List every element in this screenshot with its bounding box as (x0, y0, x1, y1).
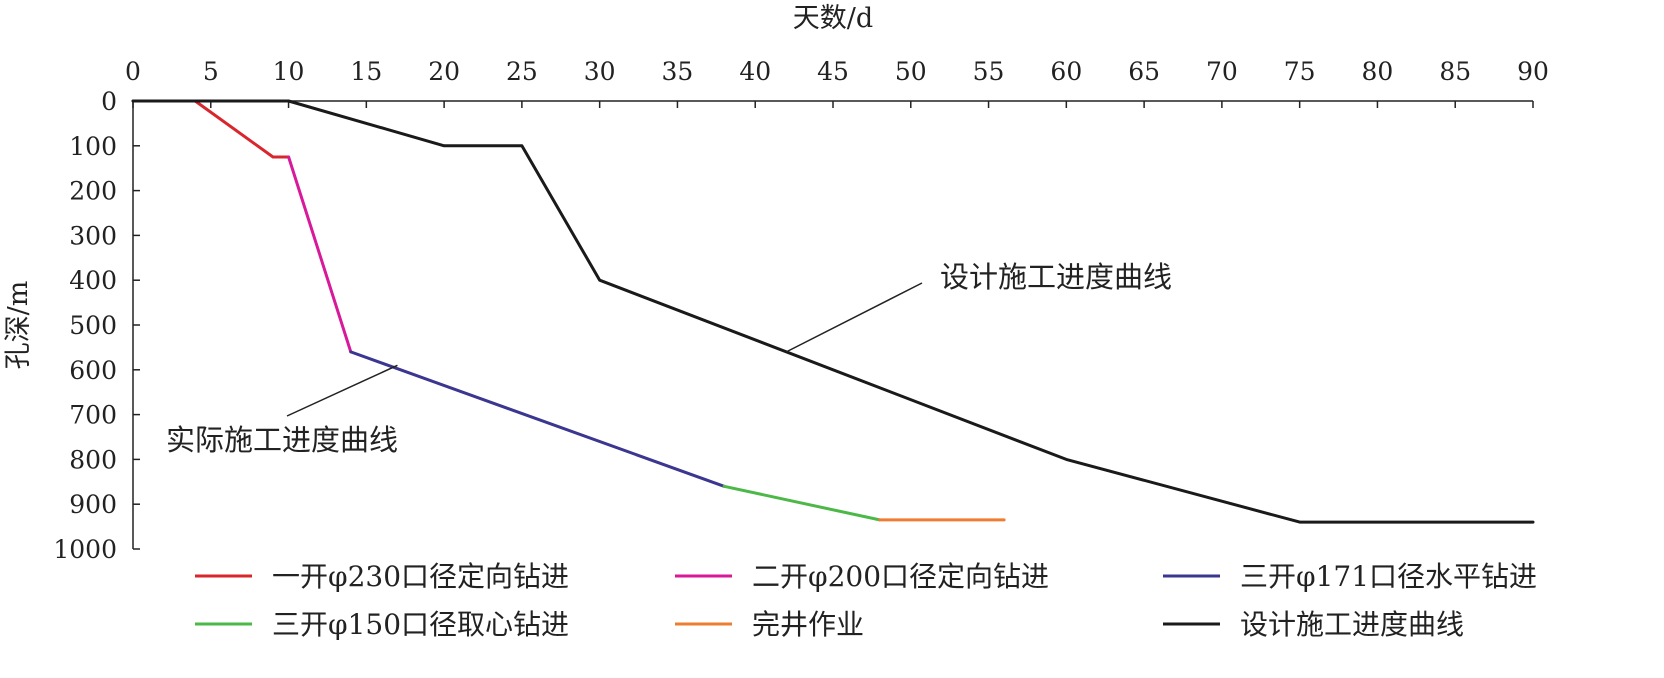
legend-label-6: 设计施工进度曲线 (1240, 608, 1464, 641)
y-tick-label: 100 (69, 132, 117, 161)
y-tick-label: 900 (69, 490, 117, 519)
y-tick-label: 500 (69, 311, 117, 340)
y-tick-label: 800 (69, 445, 117, 474)
x-tick-label: 20 (428, 57, 460, 86)
legend-label-4: 三开φ150口径取心钻进 (272, 608, 569, 641)
series-line-1 (131, 99, 291, 159)
y-tick-label: 0 (101, 87, 117, 116)
x-tick-label: 35 (662, 57, 694, 86)
series-line-4 (722, 484, 882, 522)
x-tick-label: 15 (350, 57, 382, 86)
y-tick-label: 600 (69, 356, 117, 385)
x-tick-label: 30 (584, 57, 616, 86)
x-tick-label: 50 (895, 57, 927, 86)
x-tick-label: 90 (1517, 57, 1549, 86)
annotation-label-1: 设计施工进度曲线 (940, 260, 1172, 294)
legend-label-5: 完井作业 (752, 608, 864, 641)
legend-label-2: 二开φ200口径定向钻进 (752, 560, 1049, 593)
y-tick-label: 200 (69, 177, 117, 206)
y-tick-label: 1000 (53, 535, 117, 564)
annotation-leader-2 (286, 364, 398, 417)
x-tick-label: 40 (739, 57, 771, 86)
x-tick-label: 60 (1050, 57, 1082, 86)
y-tick-label: 700 (69, 401, 117, 430)
series-line-3 (349, 350, 726, 488)
annotation-label-2: 实际施工进度曲线 (166, 423, 398, 457)
x-tick-label: 0 (125, 57, 141, 86)
x-tick-label: 70 (1206, 57, 1238, 86)
x-tick-label: 65 (1128, 57, 1160, 86)
x-tick-label: 5 (203, 57, 219, 86)
x-tick-label: 10 (273, 57, 305, 86)
x-tick-label: 80 (1362, 57, 1394, 86)
x-tick-label: 25 (506, 57, 538, 86)
x-tick-label: 45 (817, 57, 849, 86)
legend-label-1: 一开φ230口径定向钻进 (272, 560, 569, 593)
x-tick-label: 75 (1284, 57, 1316, 86)
legend-label-3: 三开φ171口径水平钻进 (1240, 560, 1537, 593)
y-tick-label: 400 (69, 266, 117, 295)
annotation-leader-1 (785, 282, 923, 353)
y-tick-label: 300 (69, 221, 117, 250)
y-axis-title: 孔深/m (3, 281, 34, 370)
x-axis-title: 天数/d (793, 3, 873, 34)
x-tick-label: 55 (973, 57, 1005, 86)
series-line-2 (287, 155, 353, 354)
x-tick-label: 85 (1439, 57, 1471, 86)
series-line-6 (131, 99, 1535, 524)
